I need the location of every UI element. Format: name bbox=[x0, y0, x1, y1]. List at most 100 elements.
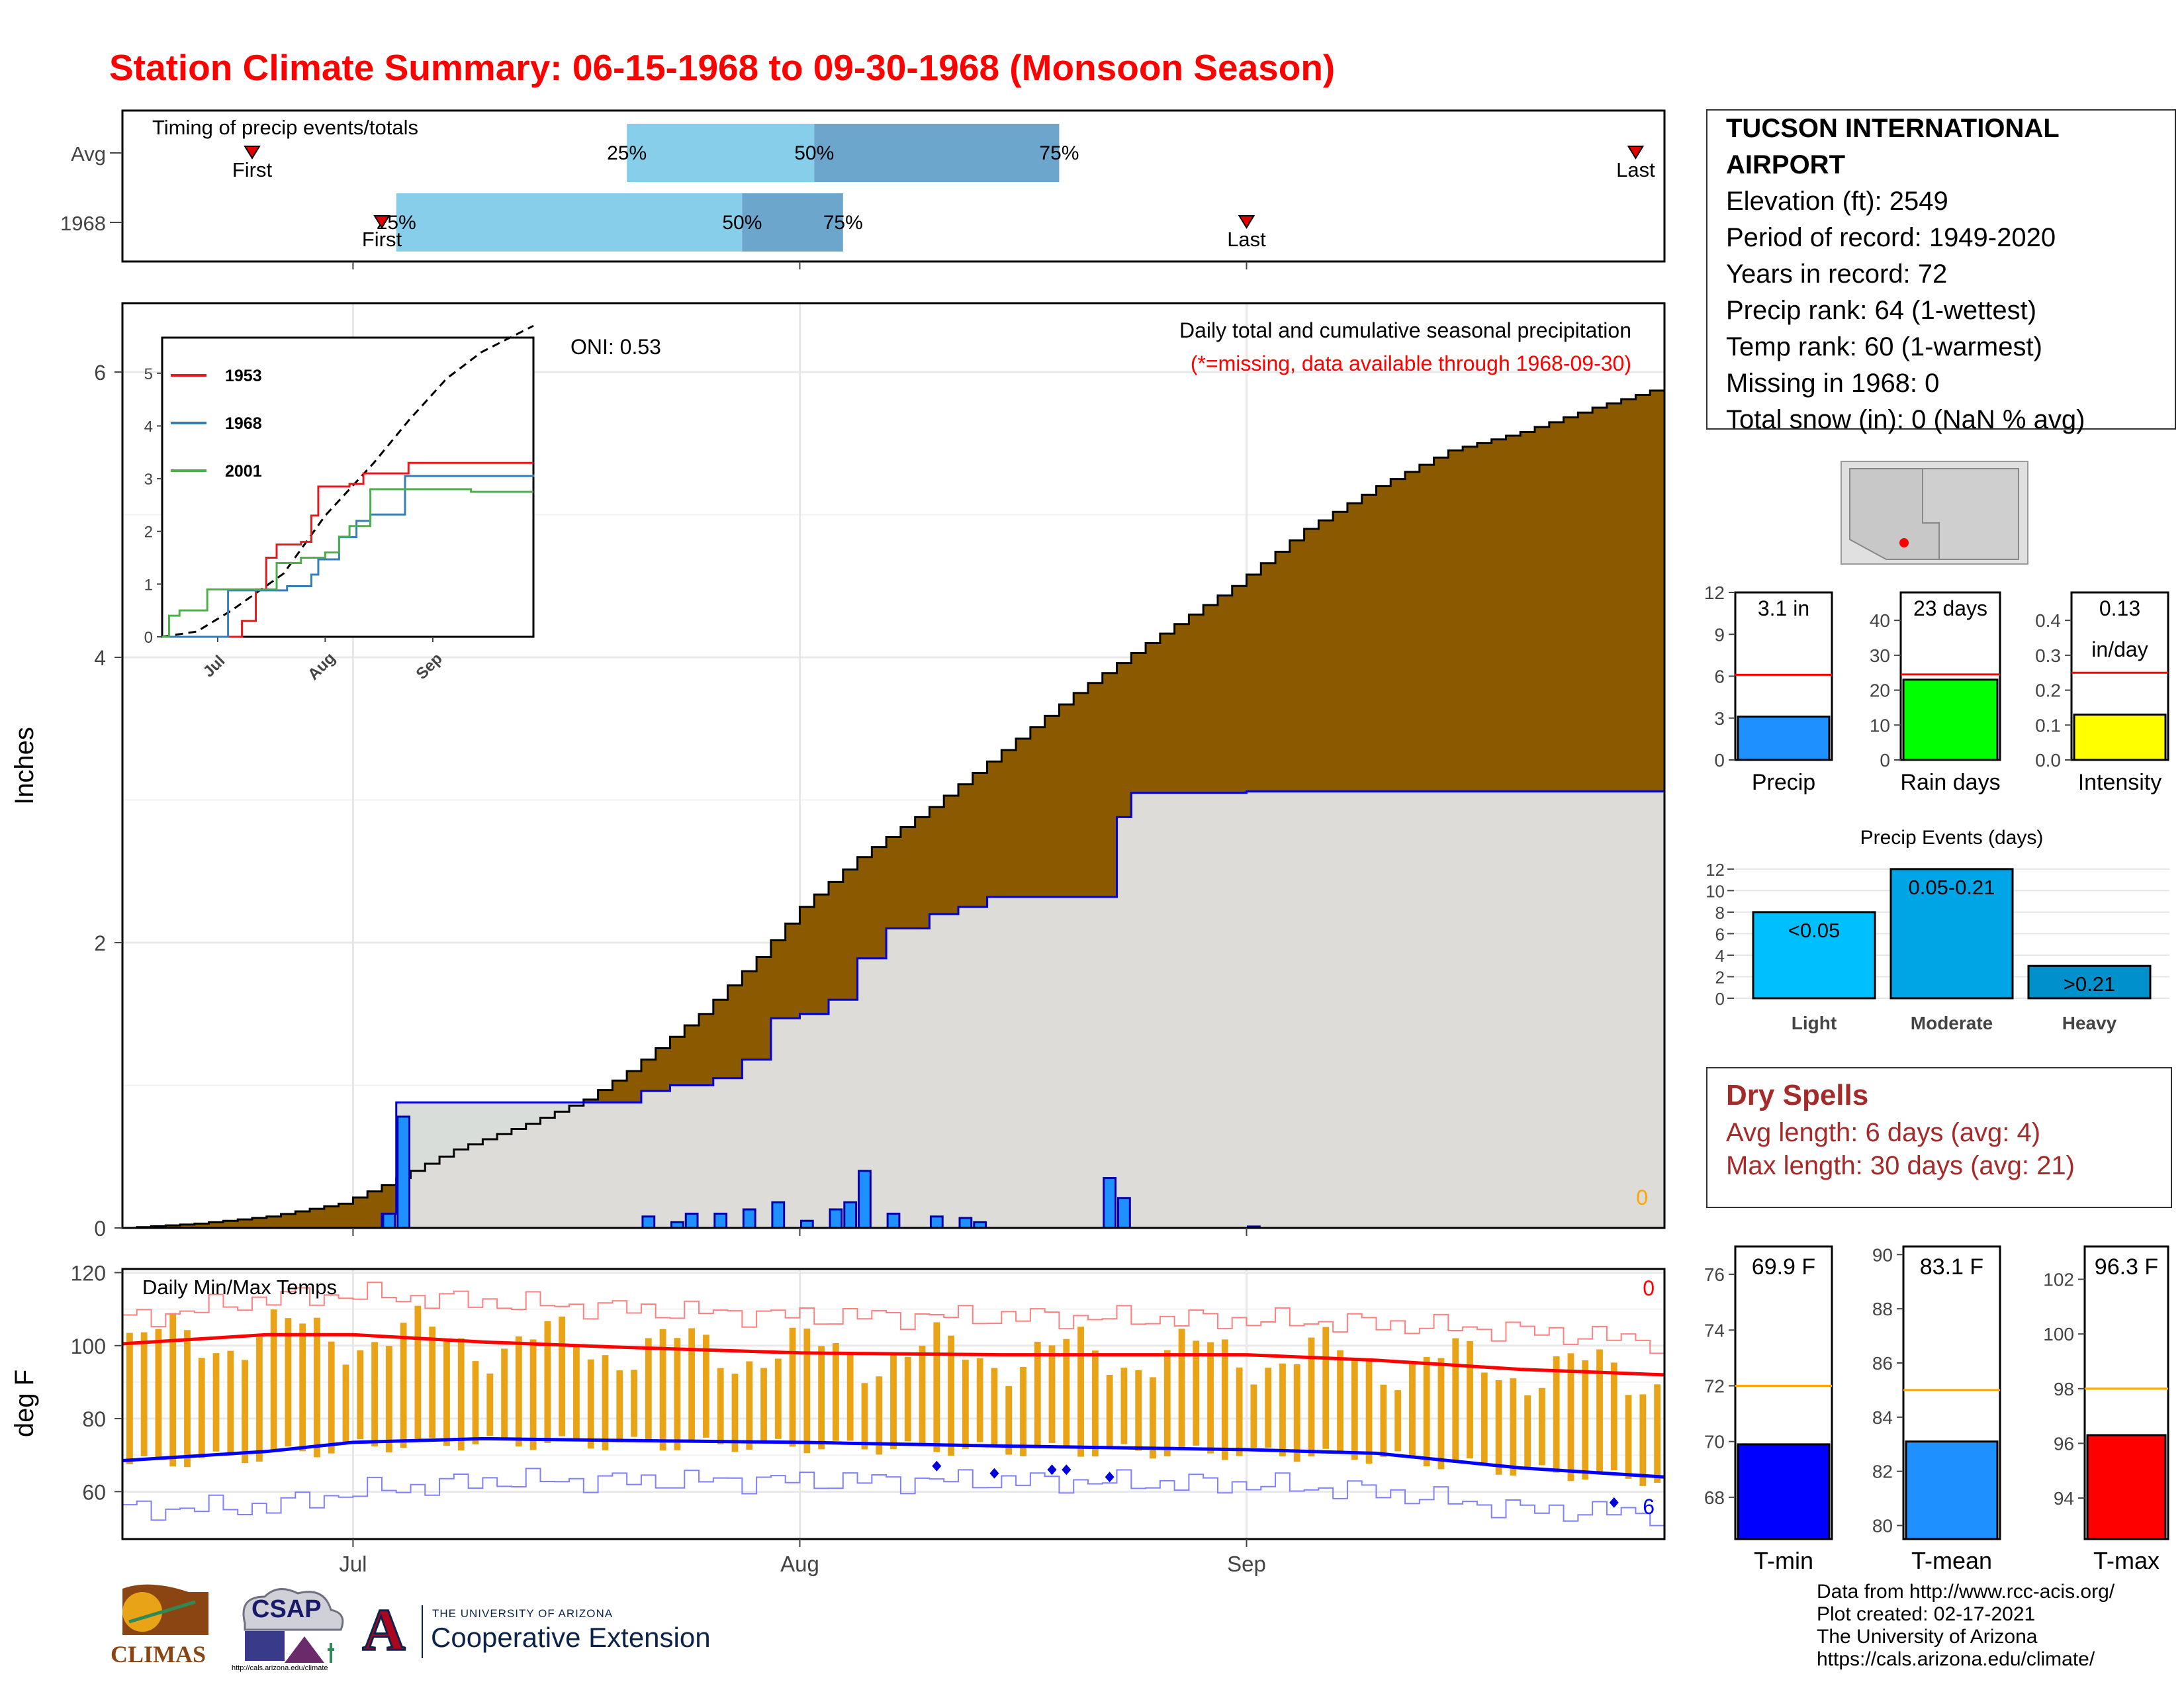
cactus-icon bbox=[328, 1643, 334, 1663]
avg-cumulative-line bbox=[122, 386, 1666, 1229]
daily-precip-bar bbox=[843, 1201, 858, 1229]
precip-frame bbox=[121, 302, 1666, 1229]
record-low-marker-icon bbox=[1062, 1464, 1071, 1476]
events-title: Precip Events (days) bbox=[1860, 827, 2044, 849]
rain-bars-icon bbox=[245, 1631, 285, 1661]
temp-summary-value: 83.1 F bbox=[1920, 1254, 1983, 1280]
event-bar-label: >0.21 bbox=[2064, 972, 2115, 996]
daily-precip-bar bbox=[886, 1212, 901, 1229]
events-y-tick-label: 4 bbox=[1715, 946, 1725, 966]
total-y-tick-label: 0.2 bbox=[2035, 680, 2061, 701]
temp-summary-bar bbox=[1905, 1440, 1999, 1540]
timing-marker-icon bbox=[1627, 146, 1645, 160]
missing-count: 0 bbox=[1636, 1186, 1648, 1209]
dry-spells-avg: Avg length: 6 days (avg: 4) bbox=[1726, 1118, 2041, 1147]
inset-y-tick-label: 3 bbox=[144, 471, 153, 489]
avg-tmax-line bbox=[122, 1333, 1665, 1377]
temp-summary-y-tick-label: 98 bbox=[2054, 1379, 2074, 1399]
daily-precip-bar bbox=[829, 1208, 843, 1229]
inset-avg-line bbox=[161, 324, 534, 638]
locator-map bbox=[1841, 461, 2028, 565]
temp-summary-y-tick-label: 90 bbox=[1872, 1244, 1893, 1265]
timing-q50-label: 50% bbox=[722, 212, 762, 234]
events-y-tick-label: 12 bbox=[1706, 860, 1725, 880]
temp-summary-value: 96.3 F bbox=[2095, 1254, 2158, 1280]
precip-y-tick-label: 4 bbox=[94, 646, 106, 670]
total-y-tick-label: 0.0 bbox=[2035, 750, 2061, 771]
climas-label: CLIMAS bbox=[111, 1641, 206, 1667]
daily-precip-bar bbox=[929, 1215, 944, 1229]
dry-spells-box: Dry Spells Avg length: 6 days (avg: 4) M… bbox=[1706, 1067, 2172, 1208]
precip-y-tick-label: 0 bbox=[94, 1217, 106, 1241]
total-panel-label: Precip bbox=[1752, 770, 1815, 795]
total-y-tick-label: 0.1 bbox=[2035, 715, 2061, 735]
event-bar-label: <0.05 bbox=[1788, 919, 1840, 942]
total-value-label: 3.1 in bbox=[1758, 596, 1809, 620]
record-low-marker-icon bbox=[1047, 1464, 1057, 1476]
event-category-label: Light bbox=[1792, 1013, 1837, 1033]
inset-y-tick-label: 5 bbox=[144, 365, 153, 383]
inset-series-line bbox=[162, 488, 533, 638]
precip-subtitle: (*=missing, data available through 1968-… bbox=[1191, 352, 1631, 375]
timing-marker-label: First bbox=[232, 158, 273, 181]
timing-bar-q50-q75 bbox=[814, 124, 1060, 182]
daily-precip-bar bbox=[1103, 1177, 1117, 1229]
inset-legend-label: 1968 bbox=[225, 414, 262, 433]
total-y-tick-label: 12 bbox=[1704, 583, 1725, 603]
inset-y-tick-label: 1 bbox=[144, 576, 153, 594]
total-y-tick-label: 20 bbox=[1870, 680, 1890, 701]
daily-precip-bar bbox=[684, 1212, 699, 1229]
temp-y-tick-label: 100 bbox=[71, 1335, 106, 1358]
temp-summary-y-tick-label: 76 bbox=[1704, 1264, 1725, 1285]
precip-y-tick-label: 6 bbox=[94, 361, 106, 385]
daily-precip-bar bbox=[742, 1208, 756, 1229]
event-category-label: Moderate bbox=[1911, 1013, 1993, 1033]
inset-y-tick-label: 0 bbox=[144, 629, 153, 647]
events-y-tick-label: 2 bbox=[1715, 967, 1725, 987]
precip-title: Daily total and cumulative seasonal prec… bbox=[1179, 318, 1631, 342]
temp-frame bbox=[121, 1268, 1666, 1540]
total-y-tick-label: 0.3 bbox=[2035, 645, 2061, 666]
total-value-label: 23 days bbox=[1913, 596, 1987, 620]
temp-summary-y-tick-label: 102 bbox=[2043, 1270, 2074, 1290]
total-value-unit: in/day bbox=[2091, 637, 2148, 661]
total-y-tick-label: 30 bbox=[1870, 645, 1890, 666]
temp-y-tick-label: 80 bbox=[82, 1407, 106, 1431]
record-low-marker-icon bbox=[989, 1468, 999, 1479]
station-snow: Total snow (in): 0 (NaN % avg) bbox=[1726, 405, 2085, 434]
mountain-icon bbox=[285, 1636, 324, 1663]
credits: Data from http://www.rcc-acis.org/ Plot … bbox=[1817, 1581, 2115, 1671]
total-bar bbox=[2073, 713, 2167, 761]
temp-summary-label: T-max bbox=[2093, 1547, 2160, 1574]
daily-precip-bar bbox=[1117, 1197, 1131, 1229]
station-location-marker-icon bbox=[1899, 538, 1909, 547]
total-bar bbox=[1902, 679, 1999, 761]
temp-summary-y-tick-label: 96 bbox=[2054, 1433, 2074, 1454]
tmax-flag: 0 bbox=[1643, 1276, 1655, 1300]
daily-precip-bar bbox=[958, 1217, 973, 1229]
inset-y-tick-label: 2 bbox=[144, 524, 153, 541]
record-low-marker-icon bbox=[932, 1460, 942, 1472]
ua-divider bbox=[422, 1605, 423, 1658]
temp-summary-value: 69.9 F bbox=[1752, 1254, 1815, 1280]
events-y-tick-label: 10 bbox=[1706, 881, 1725, 901]
daily-precip-bar bbox=[382, 1212, 396, 1229]
dry-spells-max: Max length: 30 days (avg: 21) bbox=[1726, 1151, 2075, 1180]
temp-summary-bar bbox=[2086, 1434, 2167, 1540]
timing-marker-icon bbox=[244, 146, 261, 160]
station-precip-rank: Precip rank: 64 (1-wettest) bbox=[1726, 296, 2037, 325]
csap-label: CSAP bbox=[251, 1595, 322, 1623]
temp-summary-y-tick-label: 82 bbox=[1872, 1462, 1893, 1482]
date-x-tick-label: Sep bbox=[1227, 1552, 1266, 1576]
station-years: Years in record: 72 bbox=[1726, 259, 1948, 289]
total-panel-label: Intensity bbox=[2078, 770, 2162, 795]
temp-summary-y-tick-label: 70 bbox=[1704, 1432, 1725, 1452]
daily-precip-bar bbox=[713, 1212, 728, 1229]
temp-summary-y-tick-label: 68 bbox=[1704, 1487, 1725, 1508]
station-elevation: Elevation (ft): 2549 bbox=[1726, 187, 1948, 216]
temp-summary-y-tick-label: 72 bbox=[1704, 1376, 1725, 1396]
temp-summary-y-tick-label: 80 bbox=[1872, 1516, 1893, 1536]
temp-summary-label: T-min bbox=[1754, 1547, 1813, 1574]
timing-q75-label: 75% bbox=[823, 212, 863, 234]
daily-precip-bar bbox=[396, 1115, 411, 1229]
